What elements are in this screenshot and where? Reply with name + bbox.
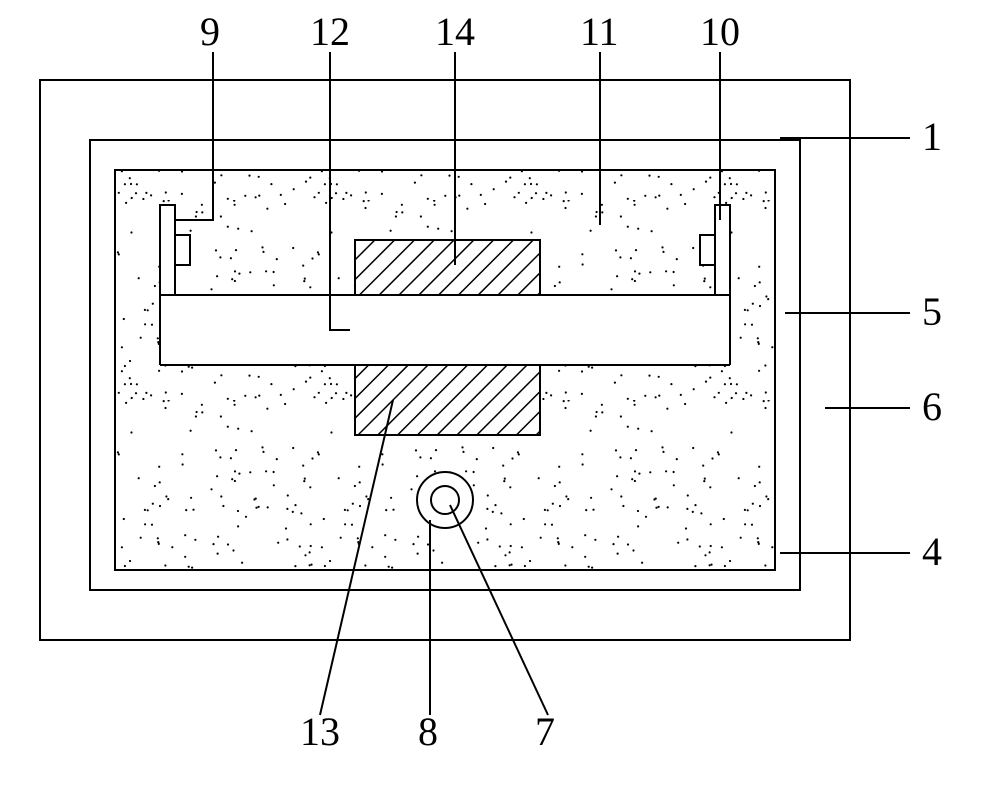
label-7: 7 <box>535 709 555 754</box>
label-1: 1 <box>922 114 942 159</box>
right-cap <box>715 205 730 295</box>
label-9: 9 <box>200 9 220 54</box>
right-stem <box>700 235 715 265</box>
left-stem <box>175 235 190 265</box>
label-13: 13 <box>300 709 340 754</box>
left-cap <box>160 205 175 295</box>
pipe-inner <box>431 486 459 514</box>
hatch-bottom <box>355 365 540 435</box>
label-10: 10 <box>700 9 740 54</box>
label-6: 6 <box>922 384 942 429</box>
label-4: 4 <box>922 529 942 574</box>
label-12: 12 <box>310 9 350 54</box>
hatch-top <box>355 240 540 295</box>
platform-fill <box>160 295 730 365</box>
label-14: 14 <box>435 9 475 54</box>
label-5: 5 <box>922 289 942 334</box>
label-11: 11 <box>580 9 619 54</box>
label-8: 8 <box>418 709 438 754</box>
diagram-canvas: 1 9 12 14 11 10 5 6 4 13 8 7 <box>0 0 1000 791</box>
